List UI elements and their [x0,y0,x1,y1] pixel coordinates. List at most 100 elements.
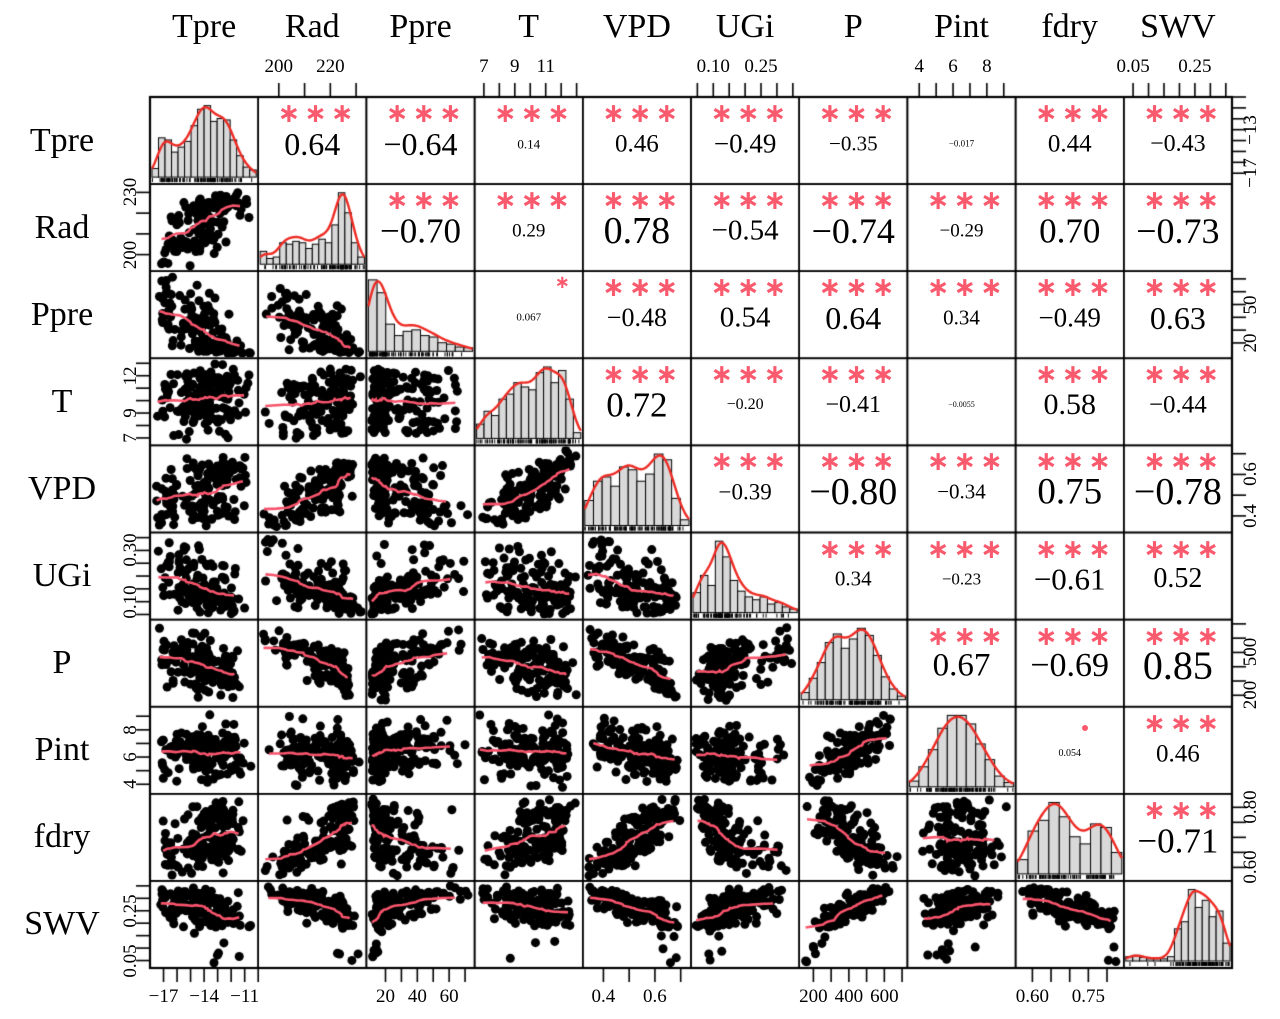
significance-stars: ∗∗∗ [602,98,682,129]
significance-stars: ∗∗∗ [602,185,682,217]
row-label-VPD: VPD [27,469,97,507]
axis-tick-label-Ppre: 40 [407,986,427,1007]
axis-tick-label-T: 9 [510,56,520,77]
significance-stars: ∗∗∗ [1034,98,1115,129]
axis-tick-label-VPD: 0.4 [1240,504,1261,528]
corr-cell-Ppre-UGi: 0.54 ∗∗∗ [693,273,797,356]
corr-value: −0.74 [811,210,895,251]
corr-value: 0.72 [606,385,668,425]
axis-tick-label-T: 11 [536,56,555,77]
corr-cell-Rad-SWV: −0.73 ∗∗∗ [1126,186,1230,269]
corr-value: 0.46 [615,130,659,158]
corr-value: 0.46 [1156,740,1200,768]
significance-stars: ∗∗∗ [1143,272,1223,304]
corr-value: −0.49 [713,128,777,159]
significance-stars: ∗∗∗ [926,185,1007,217]
corr-value: −0.29 [939,220,984,242]
axis-tick-label-Ppre: 60 [439,986,459,1007]
corr-cell-P-fdry: −0.69 ∗∗∗ [1018,622,1122,705]
col-header-UGi: UGi [715,8,775,45]
axis-tick-label-P: 200 [1240,681,1261,710]
corr-cell-Ppre-P: 0.64 ∗∗∗ [801,273,905,356]
axis-tick-label-SWV: 0.25 [120,894,141,928]
corr-cell-Tpre-Rad: 0.64 ∗∗∗ [260,99,364,182]
col-header-P: P [843,8,863,45]
row-label-T: T [51,382,73,420]
corr-cell-Rad-VPD: 0.78 ∗∗∗ [585,186,689,269]
significance-stars: ∗ [554,272,574,294]
corr-cell-Tpre-P: −0.35 ∗∗∗ [801,99,905,182]
corr-value: 0.78 [603,209,671,252]
corr-value: −0.0055 [948,400,975,410]
corr-cell-Ppre-SWV: 0.63 ∗∗∗ [1126,273,1230,356]
corr-cell-Ppre-T: 0.067 ∗ [477,273,581,356]
corr-value: 0.75 [1037,471,1103,513]
corr-cell-P-Pint: 0.67 ∗∗∗ [909,622,1013,705]
corr-cell-T-Pint: −0.0055 [909,360,1013,443]
corr-cell-UGi-SWV: 0.52 ∗∗∗ [1126,535,1230,618]
corr-cell-Rad-Ppre: −0.70 ∗∗∗ [368,186,472,269]
corr-cell-Tpre-fdry: 0.44 ∗∗∗ [1018,99,1122,182]
significance-stars: ∗∗∗ [1143,794,1223,826]
corr-value: −0.61 [1033,561,1106,597]
significance-stars: ∗∗∗ [710,272,791,304]
significance-stars: ∗∗∗ [818,272,899,304]
axis-tick-label-VPD: 0.6 [1240,462,1261,487]
corr-cell-Ppre-fdry: −0.49 ∗∗∗ [1018,273,1122,356]
corr-cell-Ppre-VPD: −0.48 ∗∗∗ [585,273,689,356]
col-header-T: T [518,8,540,45]
significance-stars: ∗∗∗ [385,185,466,217]
significance-stars: ∗∗∗ [1143,446,1223,478]
corr-value: −0.35 [828,131,878,156]
corr-value: −0.017 [948,138,975,149]
row-label-SWV: SWV [24,905,100,943]
axis-tick-label-T: 12 [120,366,141,386]
significance-stars: ∗∗∗ [1143,707,1223,739]
significance-stars: ∗∗∗ [385,98,466,129]
row-label-Tpre: Tpre [29,121,95,159]
corr-cell-T-SWV: −0.44 ∗∗∗ [1126,360,1230,443]
significance-stars: ∗∗∗ [277,98,358,129]
corr-value: −0.48 [606,303,667,333]
axis-tick-label-P: 200 [799,986,828,1007]
corr-value: 0.44 [1047,130,1092,158]
axis-tick-label-T: 9 [120,408,141,418]
significance-stars: ∗∗∗ [926,272,1007,304]
axis-tick-label-Ppre: 20 [375,986,395,1007]
axis-tick-label-fdry: 0.60 [1015,986,1049,1007]
significance-stars: ∗∗∗ [1143,185,1223,217]
axis-tick-label-fdry: 0.80 [1240,790,1261,824]
significance-stars: ∗∗∗ [710,446,791,478]
corr-value: 0.52 [1153,563,1203,595]
axis-tick-label-SWV: 0.05 [1116,56,1150,77]
corr-value: 0.067 [516,311,542,324]
axis-tick-label-Pint: 4 [120,779,141,790]
corr-value: −0.34 [937,479,986,504]
row-label-fdry: fdry [33,818,91,856]
row-label-Ppre: Ppre [30,295,94,333]
significance-stars: ∗∗∗ [818,533,899,565]
axis-tick-label-Pint: 8 [120,725,141,735]
axis-tick-label-Pint: 4 [914,56,924,77]
corr-cell-Pint-SWV: 0.46 ∗∗∗ [1126,709,1230,792]
axis-tick-label-Tpre: −14 [189,986,219,1007]
corr-value: 0.64 [284,125,341,162]
significance-stars: ∗∗∗ [1034,446,1115,478]
corr-value: −0.69 [1030,647,1110,685]
corr-cell-UGi-Pint: −0.23 ∗∗∗ [909,535,1013,618]
corr-value: −0.43 [1150,130,1206,157]
corr-cell-UGi-fdry: −0.61 ∗∗∗ [1018,535,1122,618]
corr-value: 0.58 [1043,388,1096,422]
axis-tick-label-VPD: 0.6 [643,986,667,1007]
corr-value: −0.23 [941,569,982,589]
corr-value: −0.71 [1137,821,1219,861]
corr-cell-VPD-fdry: 0.75 ∗∗∗ [1018,447,1122,530]
col-header-SWV: SWV [1140,8,1216,45]
corr-value: 0.29 [512,220,546,242]
corr-cell-Rad-fdry: 0.70 ∗∗∗ [1018,186,1122,269]
corr-value: 0.63 [1149,300,1206,337]
corr-value: 0.70 [1039,211,1101,251]
significance-stars: ∗∗∗ [1034,272,1115,304]
